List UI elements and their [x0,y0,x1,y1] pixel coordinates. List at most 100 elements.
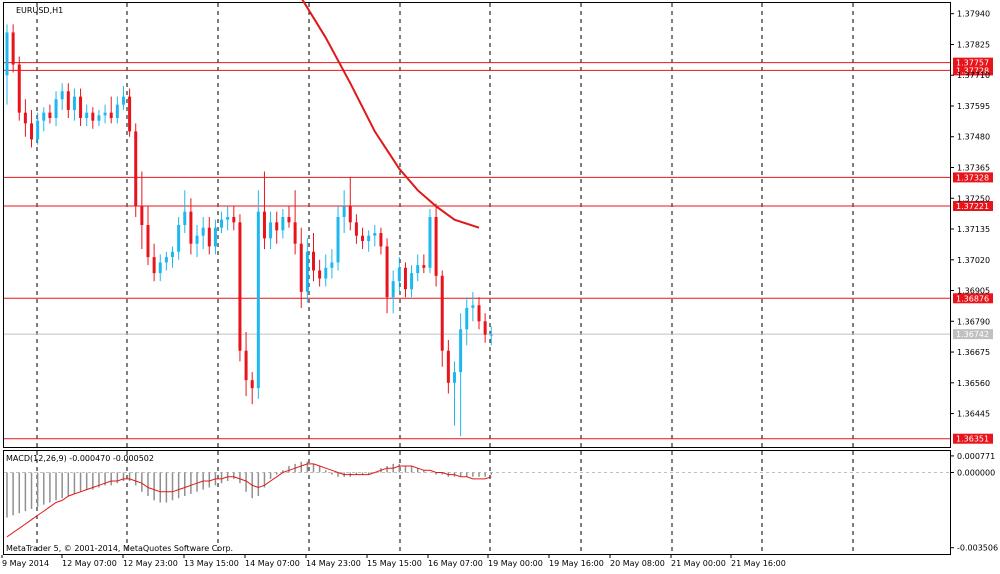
time-tick-label: 9 May 2014 [2,559,49,568]
price-axis: 1.37940 1.37825 1.37710 1.37595 1.37480 1.373… [950,10,990,419]
price-pane[interactable] [3,2,951,448]
candle-body [410,273,414,290]
candle-body [312,251,315,271]
macd-tick-label: 0.000000 [957,468,995,477]
candle-body [109,112,113,119]
candle-body [256,211,260,389]
price-tick-label: 1.37250 [957,194,990,203]
time-tick-label: 16 May 07:00 [428,559,483,568]
candle-body [416,265,420,274]
macd-axis: 0.000771 0.000000 -0.003506 [950,452,998,553]
candle-body [42,112,46,121]
candle-body [115,104,119,119]
candle-body [72,96,76,110]
copyright-text: MetaTrader 5, © 2001-2014, MetaQuotes So… [6,544,233,553]
candle-body [330,262,334,268]
candle-body [391,281,395,298]
candle-body [262,211,266,239]
candle-body [269,222,273,239]
candle-body [446,350,450,383]
macd-title: MACD(12,26,9) -0.000470 -0.000502 [6,454,154,463]
vertical-grid [36,3,854,554]
current-price-box [953,329,993,340]
candle-body [397,267,401,282]
macd-signal-line [6,463,492,538]
candle-body [471,305,475,308]
candle-body [373,233,377,236]
price-tick-label: 1.37135 [957,225,990,234]
price-tick-label: 1.36675 [957,348,990,357]
candle-body [422,265,426,268]
candle-body [91,112,95,121]
level-label: 1.37328 [956,173,989,182]
candle-body [17,64,21,113]
candle-body [403,267,407,290]
candle-body [318,270,322,279]
candle-body [60,91,64,100]
level-label: 1.36351 [956,435,989,444]
macd-tick-label: 0.000771 [957,452,995,461]
candle-body [299,243,303,292]
candle-body [434,216,438,276]
candle-body [85,112,89,119]
candle-body [213,227,217,247]
time-tick-label: 14 May 07:00 [245,559,300,568]
price-tick-label: 1.36560 [957,379,990,388]
candle-body [459,329,463,373]
level-label-box [953,57,993,68]
level-label-box [953,172,993,183]
macd-indicator [4,461,950,538]
candle-body [48,112,52,119]
candle-body [379,233,383,247]
level-label: 1.37728 [956,66,989,75]
level-label-box [953,201,993,212]
candle-body [30,123,34,140]
price-tick-label: 1.37020 [957,256,990,265]
candle-body [354,222,358,236]
candle-body [238,222,242,351]
price-tick-label: 1.36905 [957,287,990,296]
candle-body [489,334,493,336]
candle-body [287,216,291,223]
candles [5,24,493,437]
candle-body [336,216,340,263]
candle-body [226,216,230,220]
candle-body [134,131,138,207]
candle-body [465,307,469,330]
candle-body [428,216,432,268]
candle-body [361,235,365,242]
candle-body [97,115,101,121]
candle-body [79,96,83,119]
time-tick-label: 12 May 23:00 [123,559,178,568]
candle-body [342,206,346,217]
price-tick-label: 1.36445 [957,410,990,419]
candle-body [293,222,297,244]
candle-body [11,32,15,65]
candle-body [152,257,156,274]
candle-body [207,227,211,247]
candle-body [367,235,371,242]
candle-body [140,206,144,225]
candle-body [440,275,444,351]
level-label-box [953,65,993,76]
candle-body [5,32,9,76]
level-label: 1.37757 [956,59,989,68]
time-tick-label: 14 May 23:00 [306,559,361,568]
candle-body [305,251,309,292]
symbol-label: EURUSD,H1 [16,6,63,15]
price-tick-label: 1.36790 [957,317,990,326]
current-price-label: 1.36742 [956,330,989,339]
candle-body [36,120,40,140]
candle-body [483,321,487,335]
candle-body [275,222,279,231]
time-tick-label: 21 May 00:00 [671,559,726,568]
macd-pane[interactable] [3,450,951,555]
price-tick-label: 1.37365 [957,163,990,172]
candle-body [183,211,187,225]
time-tick-label: 19 May 16:00 [549,559,604,568]
time-axis: 9 May 2014 12 May 07:00 12 May 23:00 13 May… [1,555,786,568]
time-tick-label: 19 May 00:00 [488,559,543,568]
price-tick-label: 1.37480 [957,133,990,142]
